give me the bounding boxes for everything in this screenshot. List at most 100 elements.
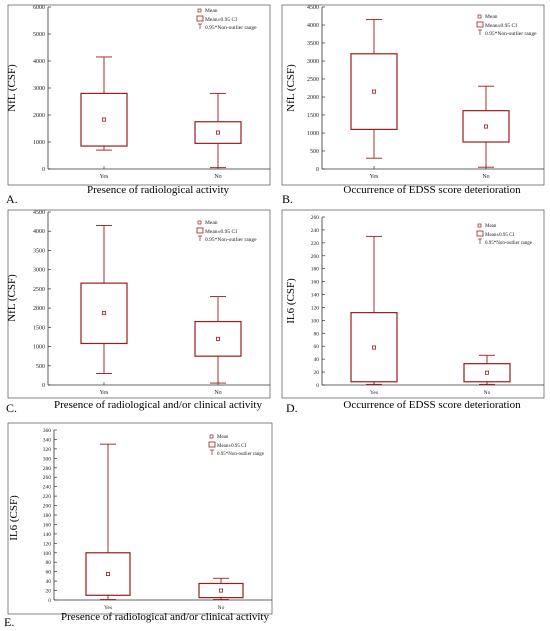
legend-mean-marker (197, 220, 202, 225)
legend-ci-marker (196, 227, 204, 234)
y-tick-label: 500 (310, 149, 319, 155)
box-no (194, 92, 242, 169)
y-tick-label: 3500 (307, 41, 319, 47)
y-tick-label: 300 (43, 456, 52, 462)
y-tick-label: 20 (46, 589, 52, 595)
x-tick-label: No (214, 174, 221, 180)
legend-range-label: 0.95*Non-outlier range (205, 25, 257, 31)
y-tick-label: 0 (42, 383, 45, 389)
y-axis-title: NfL (CSF) (285, 64, 297, 112)
y-tick-label: 260 (311, 215, 320, 221)
y-tick-label: 3000 (307, 59, 319, 65)
mean-marker (106, 572, 111, 577)
y-tick-label: 160 (311, 280, 320, 286)
y-tick-label: 100 (311, 318, 320, 324)
panel-frame (7, 422, 273, 615)
legend-mean-label: Mean (205, 8, 218, 14)
x-tick-label: Yes (100, 174, 109, 180)
x-axis-title: Presence of radiological and/or clinical… (54, 399, 263, 411)
x-axis-title: Presence of radiological activity (87, 184, 230, 196)
x-axis-title: Presence of radiological and/or clinical… (61, 611, 270, 623)
y-tick-label: 360 (43, 428, 52, 434)
x-axis-title: Occurrence of EDSS score deterioration (343, 399, 521, 411)
y-tick-label: 160 (43, 522, 52, 528)
y-tick-label: 3000 (33, 86, 45, 92)
x-tick-label: No (218, 605, 225, 611)
y-tick-label: 1000 (33, 140, 45, 146)
y-tick-label: 3500 (33, 248, 45, 254)
panel-frame (7, 4, 271, 186)
y-tick-label: 80 (46, 560, 52, 566)
y-tick-label: 1000 (33, 345, 45, 351)
y-axis-title: NfL (CSF) (6, 64, 18, 112)
legend-mean-marker (477, 223, 482, 228)
y-tick-label: 5000 (33, 32, 45, 38)
legend: Mean Mean±0.95 CI 0.95*Non-outlier range (196, 8, 257, 31)
ci-box (85, 552, 131, 596)
legend-range-label: 0.95*Non-outlier range (485, 31, 537, 37)
legend-range-label: 0.95*Non-outlier range (205, 237, 257, 243)
y-tick-label: 4500 (307, 5, 319, 11)
mean-marker (215, 336, 220, 341)
x-axis-title: Occurrence of EDSS score deterioration (343, 184, 521, 196)
y-tick-label: 1000 (307, 131, 319, 137)
legend-ci-label: Mean±0.95 CI (485, 23, 517, 29)
y-tick-label: 1500 (33, 325, 45, 331)
ci-box (194, 121, 242, 144)
y-tick-label: 200 (311, 254, 320, 260)
y-tick-label: 1500 (307, 113, 319, 119)
panel-d: 0 20 40 60 80 100 120 140 160 180 200 220 240 260 Yes N… (281, 209, 545, 415)
panel-label: D. (286, 401, 298, 415)
x-tick-label: Yes (370, 390, 378, 396)
y-tick-label: 6000 (33, 5, 45, 11)
y-tick-label: 180 (43, 513, 52, 519)
y-tick-label: 4000 (307, 23, 319, 29)
y-tick-label: 0 (316, 383, 319, 389)
y-tick-label: 60 (314, 344, 320, 350)
y-tick-label: 220 (311, 241, 320, 247)
y-tick-label: 340 (43, 437, 52, 443)
y-axis-title: IL6 (CSF) (8, 495, 20, 541)
y-tick-label: 120 (43, 541, 52, 547)
y-tick-label: 3000 (33, 268, 45, 274)
y-tick-label: 240 (311, 228, 320, 234)
legend-mean-marker (209, 434, 214, 439)
legend-mean-label: Mean (217, 435, 229, 440)
mean-marker (371, 345, 376, 350)
legend-range-label: 0.95*Non-outlier range (217, 452, 265, 457)
x-tick-label: No (484, 390, 491, 396)
box-yes (80, 56, 128, 151)
y-tick-label: 2500 (33, 287, 45, 293)
panel-a: 0 1000 2000 3000 4000 5000 6000 Yes No Mean Mean±0… (6, 4, 271, 206)
legend-ci-label: Mean±0.95 CI (485, 233, 514, 238)
ci-box (462, 110, 510, 143)
y-tick-label: 40 (46, 579, 52, 585)
panel-label: C. (6, 401, 17, 415)
box-yes (80, 225, 128, 374)
panel-label: E. (4, 615, 14, 629)
y-tick-label: 100 (43, 551, 52, 557)
x-tick-label: No (482, 174, 489, 180)
y-tick-label: 500 (36, 364, 45, 370)
mean-marker (483, 124, 488, 129)
mean-marker (102, 117, 107, 122)
mean-marker (371, 89, 376, 94)
y-tick-label: 220 (43, 494, 52, 500)
legend: Mean Mean±0.95 CI 0.95*Non-outlier range (196, 220, 257, 243)
mean-marker (215, 130, 220, 135)
y-tick-label: 80 (314, 331, 320, 337)
panel-frame (281, 209, 545, 399)
box-no (463, 354, 511, 385)
ci-box (80, 92, 128, 147)
legend: Mean Mean±0.95 CI 0.95*Non-outlier range (208, 434, 265, 457)
y-tick-label: 2000 (33, 113, 45, 119)
y-tick-label: 2500 (307, 77, 319, 83)
panel-frame (7, 209, 271, 399)
x-tick-label: No (214, 390, 221, 396)
ci-box (194, 320, 242, 357)
x-tick-label: Yes (100, 390, 109, 396)
ci-box (80, 282, 128, 345)
mean-marker (218, 588, 223, 593)
box-no (194, 296, 242, 384)
